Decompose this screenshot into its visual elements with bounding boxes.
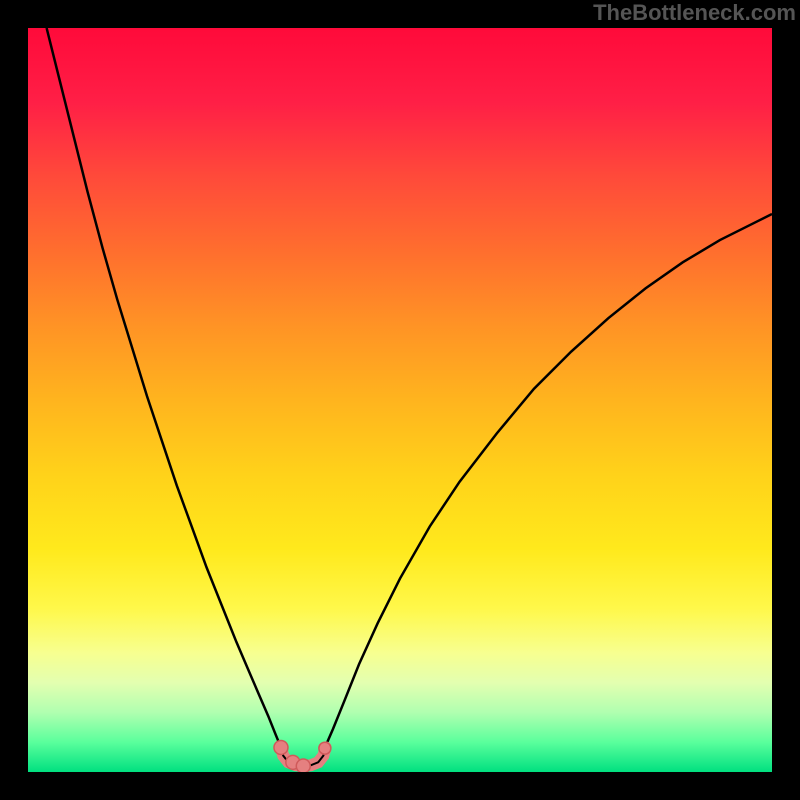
valley-marker-dot <box>319 742 331 754</box>
curve-right-ascending <box>326 214 772 746</box>
valley-marker-dot <box>296 759 310 772</box>
attribution-watermark: TheBottleneck.com <box>593 0 796 26</box>
bottleneck-curve <box>28 28 772 772</box>
plot-area <box>28 28 772 772</box>
curve-left-descending <box>47 28 281 747</box>
valley-marker-dot <box>274 740 288 754</box>
chart-container: { "attribution": { "text": "TheBottlenec… <box>0 0 800 800</box>
attribution-text: TheBottleneck.com <box>593 0 796 25</box>
